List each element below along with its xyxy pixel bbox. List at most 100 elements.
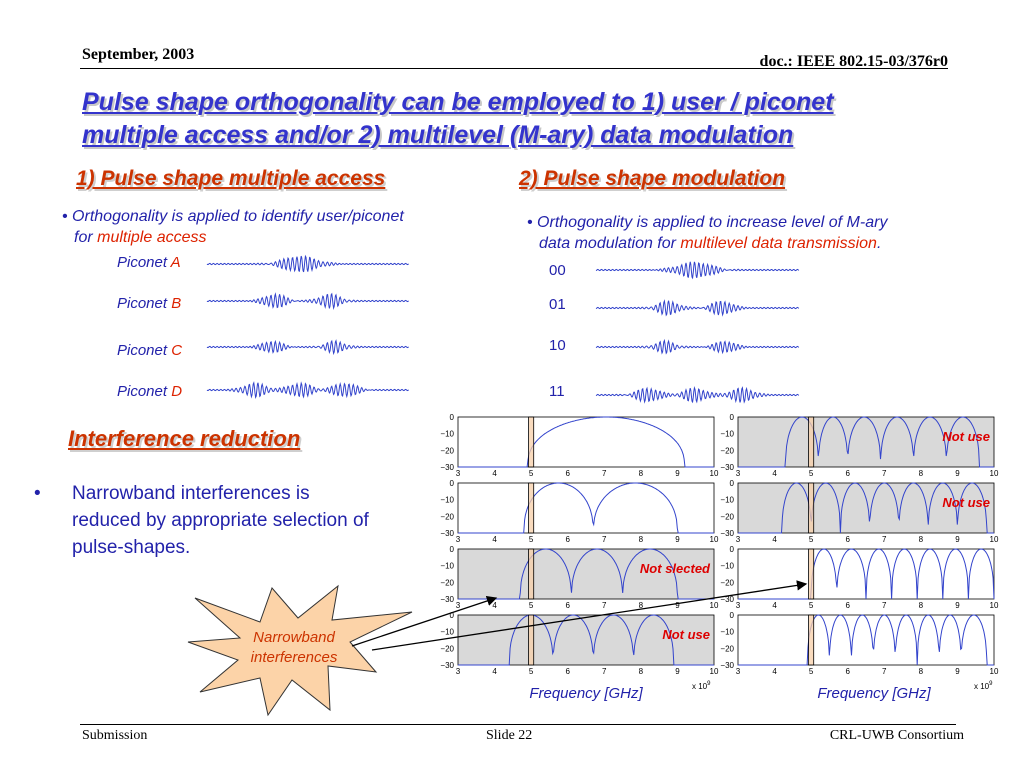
y-tick-label: −10	[720, 562, 734, 571]
x-tick-label: 9	[675, 535, 680, 544]
code-00-label: 00	[549, 262, 566, 279]
code-11-label: 11	[549, 383, 565, 400]
x-tick-label: 10	[710, 601, 719, 610]
panel-tag: Not use	[942, 495, 990, 510]
starburst-shape	[187, 584, 413, 717]
x-tick-label: 8	[919, 469, 924, 478]
x-tick-label: 6	[845, 535, 850, 544]
narrowband-interference-band	[528, 614, 535, 666]
narrowband-interference-band	[808, 614, 815, 666]
axis-exponent: x 109	[692, 681, 711, 691]
x-tick-label: 6	[845, 601, 850, 610]
x-tick-label: 6	[845, 667, 850, 676]
narrowband-starburst: Narrowband interferences	[187, 584, 413, 717]
x-tick-label: 3	[456, 601, 461, 610]
x-tick-label: 8	[639, 667, 644, 676]
x-tick-label: 7	[882, 469, 887, 478]
x-tick-label: 4	[772, 601, 777, 610]
panel-tag: Not use	[942, 429, 990, 444]
footer-submission: Submission	[82, 728, 148, 743]
starburst-label-line1: Narrowband	[253, 629, 335, 646]
x-tick-label: 6	[845, 469, 850, 478]
x-tick-label: 7	[882, 601, 887, 610]
bullet-line2: data modulation for multilevel data tran…	[527, 233, 997, 254]
bullet-line2: for multiple access	[62, 227, 502, 248]
x-tick-label: 4	[492, 469, 497, 478]
y-tick-label: −30	[720, 661, 734, 670]
y-tick-label: −20	[440, 512, 454, 521]
x-tick-label: 5	[529, 667, 534, 676]
y-tick-label: −10	[720, 430, 734, 439]
x-tick-label: 7	[602, 469, 607, 478]
axis-exponent: x 109	[974, 681, 993, 691]
spectrum-panel: 0 −10 −20 −303 4 5 6 7 8 9 10	[720, 545, 999, 610]
y-tick-label: −10	[720, 496, 734, 505]
x-tick-label: 5	[809, 601, 814, 610]
slide-title-line1: Pulse shape orthogonality can be employe…	[82, 88, 834, 116]
y-tick-label: 0	[730, 479, 735, 488]
spectrum-panel: 0 −10 −20 −303 4 5 6 7 8 9 10 Not use	[720, 479, 999, 544]
piconet-letter: C	[171, 342, 183, 359]
piconet-label-b: Piconet B	[117, 295, 181, 312]
x-tick-label: 7	[882, 535, 887, 544]
x-tick-label: 6	[565, 601, 570, 610]
piconet-label-text: Piconet	[117, 342, 172, 359]
pulse-waveform	[595, 261, 800, 280]
panel-frame	[457, 548, 715, 600]
spectrum-panel: 0 −10 −20 −303 4 5 6 7 8 9 10 Not use	[720, 413, 999, 478]
x-tick-label: 7	[882, 667, 887, 676]
arrow-to-right-plot	[371, 580, 808, 651]
y-tick-label: 0	[730, 413, 735, 422]
spectrum-curve	[738, 548, 995, 600]
y-tick-label: −30	[440, 595, 454, 604]
y-tick-label: −20	[440, 578, 454, 587]
piconet-letter: D	[171, 383, 183, 400]
header-doc-id: doc.: IEEE 802.15-03/376r0	[759, 53, 948, 70]
x-axis-label: Frequency [GHz]	[817, 685, 931, 702]
multiple-access-bullet: • Orthogonality is applied to identify u…	[62, 206, 502, 248]
x-tick-label: 4	[492, 667, 497, 676]
starburst-label-line2: interferences	[251, 649, 338, 666]
x-tick-label: 3	[736, 535, 741, 544]
narrowband-interference-band	[528, 482, 535, 534]
bullet-end: .	[876, 235, 882, 252]
y-tick-label: −20	[440, 644, 454, 653]
x-tick-label: 10	[990, 469, 999, 478]
panel-frame	[737, 416, 995, 468]
x-tick-label: 4	[772, 469, 777, 478]
x-tick-label: 3	[736, 601, 741, 610]
x-tick-label: 5	[809, 535, 814, 544]
y-tick-label: −10	[440, 496, 454, 505]
code-10-label: 10	[549, 337, 566, 354]
x-tick-label: 5	[529, 601, 534, 610]
piconet-label-c: Piconet C	[117, 342, 182, 359]
x-tick-label: 4	[492, 535, 497, 544]
y-tick-label: −10	[720, 628, 734, 637]
bullet-line1: • Orthogonality is applied to identify u…	[62, 208, 404, 225]
y-tick-label: 0	[730, 545, 735, 554]
y-tick-label: −30	[720, 595, 734, 604]
x-tick-label: 10	[990, 601, 999, 610]
piconet-letter: A	[170, 254, 181, 271]
spectrum-panel: 0 −10 −20 −303 4 5 6 7 8 9 10	[440, 413, 719, 478]
panel-tag: Not slected	[640, 561, 711, 576]
bullet-text: data modulation for	[539, 235, 681, 252]
pulse-waveforms	[206, 254, 800, 404]
x-axis-label: Frequency [GHz]	[529, 685, 643, 702]
y-tick-label: 0	[450, 545, 455, 554]
pulse-waveform	[206, 292, 409, 310]
y-tick-label: −30	[720, 463, 734, 472]
x-tick-label: 8	[919, 667, 924, 676]
footer-slide-number: Slide 22	[486, 728, 533, 743]
slide-title-line2: multiple access and/or 2) multilevel (M-…	[82, 121, 794, 149]
spectrum-plots: 0−10−20−303 4 5 6 7 8 9 100−10−20−303 4 5 6 7 8 9 100−…	[440, 413, 999, 702]
x-tick-label: 3	[456, 535, 461, 544]
spectrum-curve	[738, 416, 994, 468]
x-tick-label: 6	[565, 469, 570, 478]
panel-tag: Not use	[662, 627, 710, 642]
x-tick-label: 9	[955, 667, 960, 676]
spectrum-curve	[458, 416, 714, 468]
spectrum-panel: 0 −10 −20 −303 4 5 6 7 8 9 10 Not use	[440, 611, 719, 676]
x-tick-label: 3	[456, 667, 461, 676]
